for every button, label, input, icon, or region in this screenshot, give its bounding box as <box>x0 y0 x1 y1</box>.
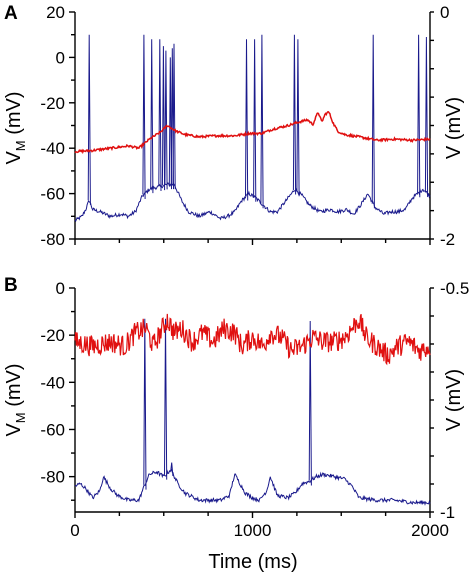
vm-spike <box>143 318 147 490</box>
left-tick-label: -20 <box>40 326 65 345</box>
panel-a-x-ticks <box>74 239 431 245</box>
vm-spike <box>371 34 375 209</box>
vm-spike <box>260 34 264 209</box>
left-tick-label: -80 <box>40 230 65 249</box>
vm-spike <box>158 39 162 192</box>
vm-spike <box>142 34 146 200</box>
right-tick-label: -1 <box>440 503 455 522</box>
vm-spike <box>164 318 168 480</box>
x-tick-label: 0 <box>70 521 79 540</box>
panel-b-left-axis: 0 -20 -40 -60 -80 <box>40 279 76 512</box>
vm-spike <box>164 50 168 190</box>
panel-a-right-axis: 0 -2 <box>429 3 455 249</box>
panel-b-right-axis: -0.5 -1 <box>429 279 469 522</box>
vm-spike <box>170 462 174 477</box>
panel-a-left-axis: 20 0 -20 -40 -60 -80 <box>40 3 76 249</box>
panel-a-series <box>74 34 431 223</box>
panel-a-left-axis-title: VM (mV) <box>3 91 28 164</box>
left-tick-label: -60 <box>40 185 65 204</box>
left-tick-label: 20 <box>46 3 65 22</box>
vm-spike <box>161 46 166 191</box>
vm-spike <box>424 36 429 198</box>
v-trace <box>74 313 431 366</box>
left-tick-label: 0 <box>56 48 65 67</box>
right-tick-label: 0 <box>440 3 449 22</box>
left-tick-label: 0 <box>56 279 65 298</box>
x-tick-label: 2000 <box>411 521 449 540</box>
v-trace <box>74 111 431 155</box>
vm-spike <box>150 39 154 194</box>
vm-spike <box>87 34 91 205</box>
left-tick-label: -80 <box>40 468 65 487</box>
left-tick-label: -40 <box>40 373 65 392</box>
panel-a-right-axis-title: V (mV) <box>443 97 465 159</box>
panel-b-label: B <box>4 275 18 296</box>
panel-b-right-axis-title: V (mV) <box>443 369 465 431</box>
left-tick-label: -20 <box>40 94 65 113</box>
panel-b-left-axis-title: VM (mV) <box>3 363 28 436</box>
vm-trace <box>74 182 431 223</box>
x-axis-title: Time (ms) <box>208 551 297 573</box>
left-tick-label: -40 <box>40 139 65 158</box>
panel-b-x-ticks: 0 1000 2000 <box>70 512 449 540</box>
vm-trace <box>74 468 431 506</box>
vm-spike <box>172 43 176 190</box>
vm-spike <box>296 39 300 197</box>
panel-b-series <box>74 313 431 506</box>
left-tick-label: -60 <box>40 420 65 439</box>
right-tick-label: -0.5 <box>440 279 469 298</box>
vm-spike <box>308 320 312 486</box>
panel-a-label: A <box>4 3 18 24</box>
x-tick-label: 1000 <box>234 521 272 540</box>
vm-spike <box>417 34 421 198</box>
vm-spike <box>292 34 297 195</box>
vm-spike <box>253 39 257 202</box>
panel-a: A 20 0 -20 -40 -60 -80 0 -2 VM (mV) V (mV) <box>3 3 465 249</box>
panel-b: B 0 -20 -40 -60 -80 -0.5 -1 0 1000 2000 VM (mV)… <box>3 275 469 573</box>
right-tick-label: -2 <box>440 230 455 249</box>
vm-spike <box>245 39 249 201</box>
